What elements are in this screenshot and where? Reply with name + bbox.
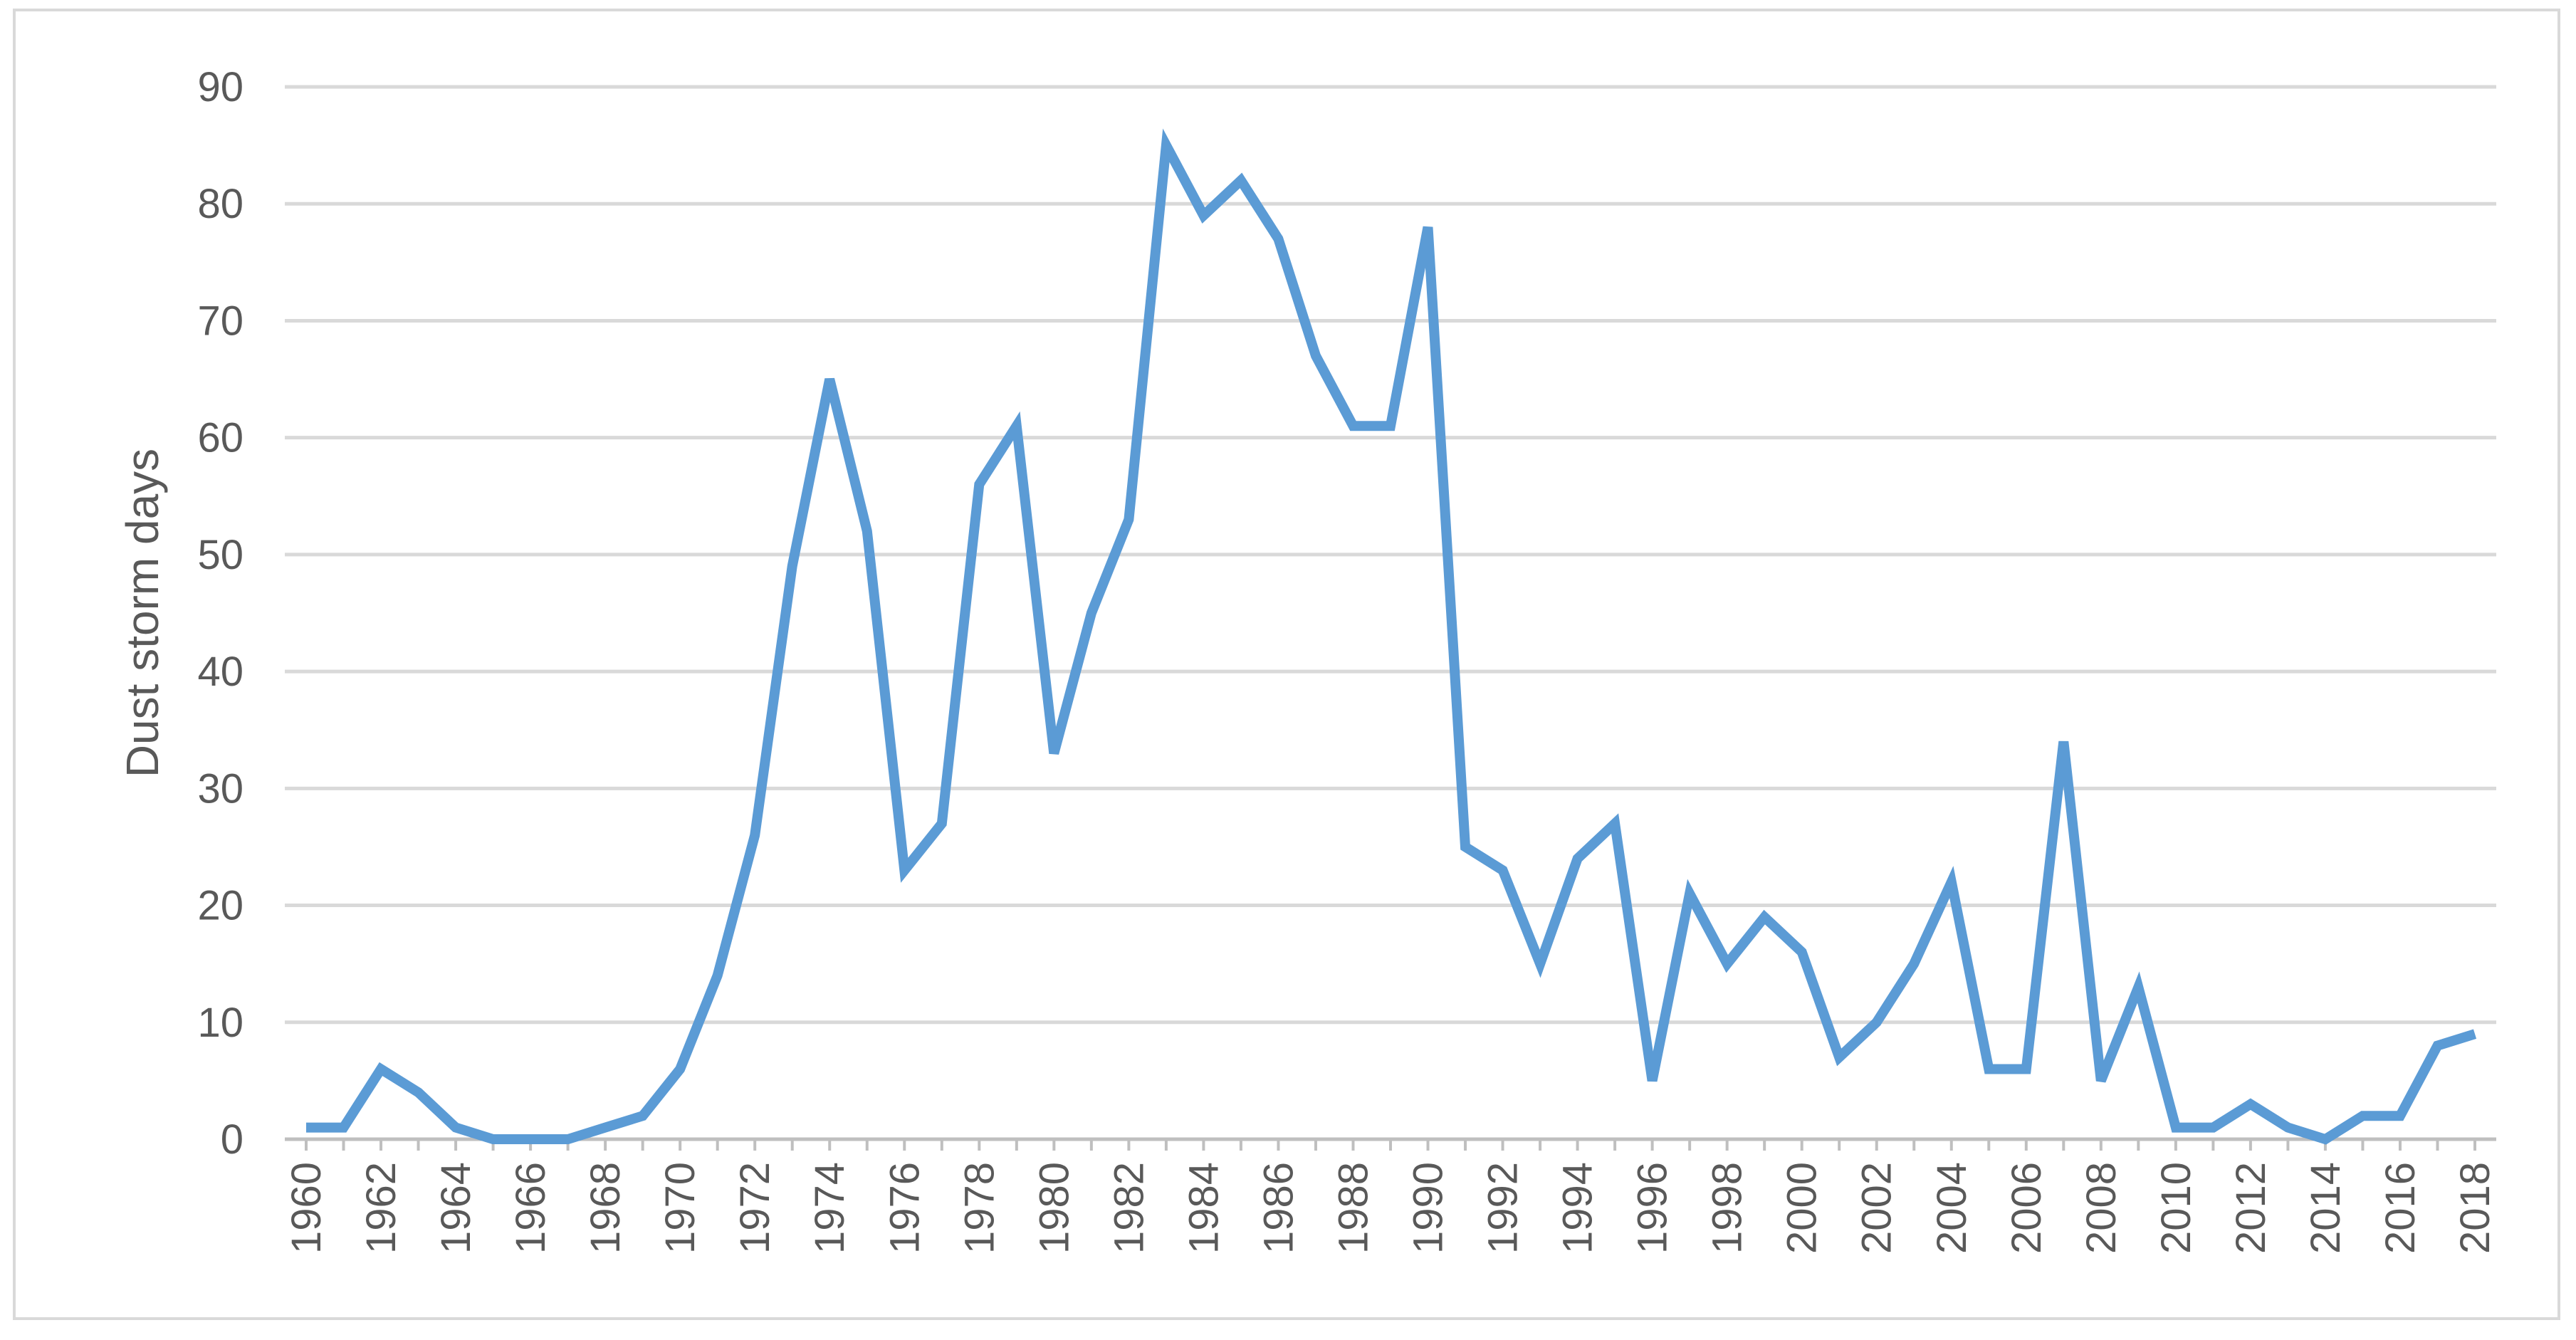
x-tick-label: 1964 [433, 1162, 479, 1254]
y-tick-label: 10 [197, 1000, 244, 1046]
x-tick-label: 2000 [1779, 1162, 1826, 1254]
x-tick-label: 2004 [1929, 1162, 1975, 1254]
y-tick-label: 80 [197, 181, 244, 227]
x-tick-label: 1980 [1031, 1162, 1077, 1254]
x-tick-label: 1986 [1255, 1162, 1302, 1254]
y-tick-label: 30 [197, 765, 244, 812]
series-line-dust-storm-days [306, 128, 2477, 1145]
x-tick-label: 2010 [2153, 1162, 2199, 1254]
x-tick-label: 2012 [2228, 1162, 2274, 1254]
x-axis-tick-marks [305, 1139, 2476, 1151]
x-axis-tick-labels: 1960 1962 1964 1966 1968 1970 1972 1974 1976 1978… [283, 1162, 2498, 1254]
gridlines [285, 85, 2496, 1025]
x-tick-label: 1978 [956, 1162, 1002, 1254]
line-chart: 0 10 20 30 40 50 60 70 80 90 1960 1962 1964 1966 1968… [117, 64, 2498, 1254]
y-tick-label: 20 [197, 883, 244, 929]
x-tick-label: 2016 [2377, 1162, 2424, 1254]
y-tick-label: 90 [197, 64, 244, 110]
x-tick-label: 1976 [881, 1162, 928, 1254]
x-tick-label: 1994 [1555, 1162, 1601, 1254]
x-tick-label: 1982 [1106, 1162, 1152, 1254]
x-tick-label: 2014 [2303, 1162, 2349, 1254]
x-tick-label: 1996 [1630, 1162, 1676, 1254]
x-tick-label: 1972 [732, 1162, 778, 1254]
y-tick-label: 40 [197, 649, 244, 695]
y-tick-label: 70 [197, 298, 244, 344]
chart-frame: 0 10 20 30 40 50 60 70 80 90 1960 1962 1964 1966 1968… [13, 9, 2560, 1320]
y-tick-label: 0 [221, 1116, 244, 1163]
x-tick-label: 2018 [2452, 1162, 2498, 1254]
x-tick-label: 2002 [1854, 1162, 1900, 1254]
x-tick-label: 1988 [1330, 1162, 1376, 1254]
x-tick-label: 2008 [2078, 1162, 2125, 1254]
x-tick-label: 1968 [582, 1162, 629, 1254]
x-tick-label: 1998 [1705, 1162, 1751, 1254]
y-tick-label: 60 [197, 415, 244, 461]
x-tick-label: 1992 [1480, 1162, 1527, 1254]
x-tick-label: 1970 [657, 1162, 703, 1254]
x-tick-label: 1960 [283, 1162, 330, 1254]
x-tick-label: 1962 [358, 1162, 404, 1254]
x-tick-label: 1974 [807, 1162, 853, 1254]
y-axis-title: Dust storm days [117, 449, 168, 778]
x-tick-label: 1984 [1180, 1162, 1227, 1254]
x-tick-label: 1990 [1405, 1162, 1452, 1254]
x-tick-label: 2006 [2004, 1162, 2050, 1254]
y-tick-label: 50 [197, 532, 244, 578]
x-tick-label: 1966 [508, 1162, 554, 1254]
y-axis-tick-labels: 0 10 20 30 40 50 60 70 80 90 [197, 64, 244, 1163]
